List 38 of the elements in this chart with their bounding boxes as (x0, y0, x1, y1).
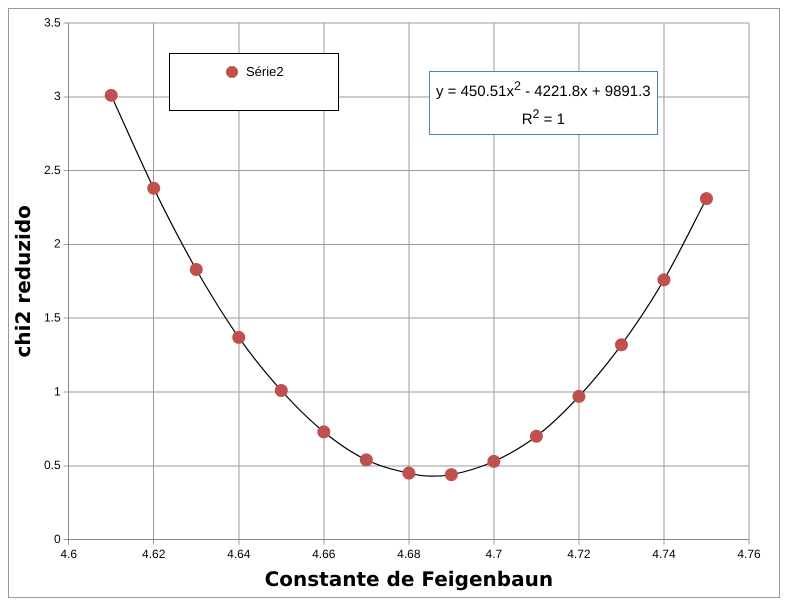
point (274, 384, 288, 398)
point (317, 425, 330, 438)
y-tick-label: 1 (54, 384, 61, 398)
legend-frame: Série2 (169, 53, 339, 111)
y-tick-label: 3 (54, 89, 61, 104)
point (190, 262, 203, 276)
annotation: R$^{2}$ = 1 (520, 106, 566, 130)
y-tick-label: 2.5 (44, 162, 61, 177)
annotation: y = 450.51x$^{2}$ - 4221.8x + 9891.3 (436, 78, 651, 102)
y-tick-label: 3.5 (44, 15, 61, 30)
point (444, 468, 458, 482)
point (657, 273, 670, 286)
x-tick-label: 4.68 (397, 547, 421, 562)
x-tick-label: 4.72 (567, 547, 591, 562)
point (530, 430, 543, 443)
y-tick-label: 0.5 (44, 458, 61, 472)
point (487, 454, 500, 468)
point (700, 192, 713, 206)
point (147, 182, 160, 195)
y-tick-label: 1.5 (44, 310, 61, 325)
x-tick-label: 4.74 (652, 547, 676, 562)
point (104, 88, 118, 102)
legend-label: Série2 (246, 64, 284, 79)
point (572, 390, 586, 403)
point (232, 330, 246, 344)
x-tick-label: 4.66 (312, 547, 336, 562)
y-tick-label: 2 (54, 236, 61, 251)
x-tick-label: 4.7 (486, 547, 503, 562)
y-tick-label: 0 (54, 532, 61, 546)
y-axis-title: chi2 reduzido (11, 205, 36, 358)
point (614, 338, 628, 352)
point (360, 453, 373, 466)
x-tick-label: 4.64 (227, 547, 251, 562)
x-tick-label: 4.76 (737, 547, 761, 562)
x-tick-label: 4.6 (60, 547, 78, 562)
point (402, 466, 416, 480)
x-tick-label: 4.62 (142, 547, 166, 562)
x-axis-title: Constante de Feigenbaun (264, 567, 554, 592)
